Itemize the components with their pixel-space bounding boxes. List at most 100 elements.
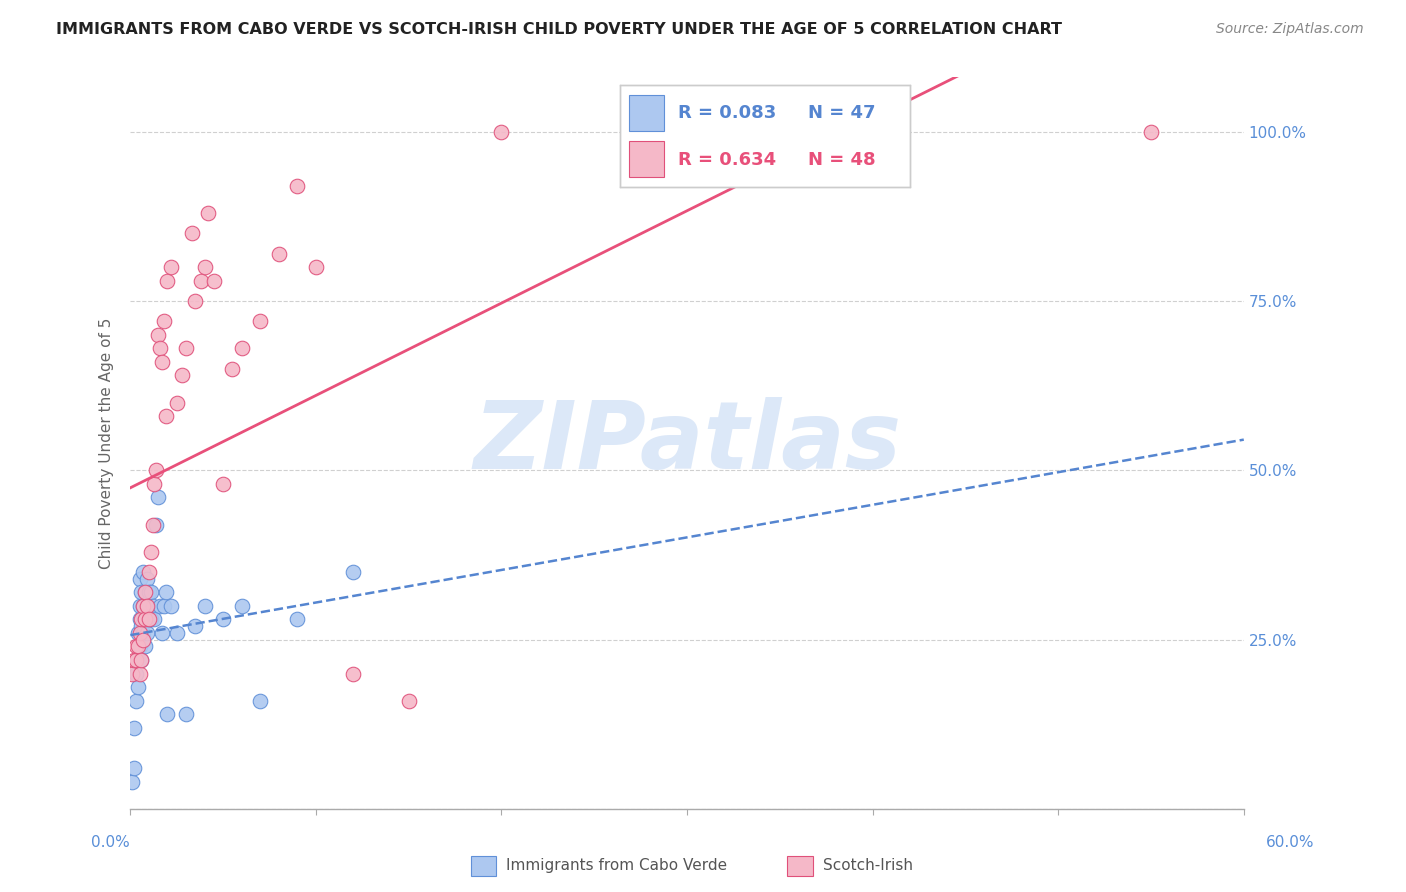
Point [132,599,155,613]
Point [132,565,155,579]
Point [131,585,153,599]
Point [134,640,156,654]
Point [149,599,172,613]
Text: Source: ZipAtlas.com: Source: ZipAtlas.com [1216,22,1364,37]
Point [180,226,202,240]
Point [122,721,145,735]
Point [121,775,143,789]
Point [134,585,156,599]
Point [125,640,148,654]
Point [128,640,150,654]
Point [174,342,197,356]
Point [125,653,148,667]
Text: Immigrants from Cabo Verde: Immigrants from Cabo Verde [506,858,727,872]
Point [156,274,179,288]
Point [152,599,174,613]
Point [143,476,166,491]
Point [136,572,159,586]
Point [138,565,160,579]
Point [150,355,173,369]
Point [132,599,155,613]
Point [132,626,155,640]
Point [676,125,699,139]
Point [305,260,328,274]
Point [160,599,183,613]
Point [285,612,308,626]
Point [193,260,215,274]
Point [128,626,150,640]
Point [142,517,165,532]
Point [128,572,150,586]
Point [155,409,177,424]
Point [139,544,162,558]
Point [190,274,212,288]
Point [128,612,150,626]
Point [136,599,159,613]
Point [128,599,150,613]
Point [152,314,174,328]
Point [128,666,150,681]
Point [202,274,225,288]
Point [197,206,219,220]
Text: IMMIGRANTS FROM CABO VERDE VS SCOTCH-IRISH CHILD POVERTY UNDER THE AGE OF 5 CORR: IMMIGRANTS FROM CABO VERDE VS SCOTCH-IRI… [56,22,1063,37]
Point [160,260,183,274]
Point [249,314,271,328]
Point [131,619,153,633]
Point [149,342,172,356]
Point [131,612,153,626]
Point [145,517,167,532]
Text: ZIPatlas: ZIPatlas [472,397,901,489]
Point [184,293,207,308]
Point [267,246,290,260]
Point [143,612,166,626]
Point [342,565,364,579]
Point [136,599,159,613]
Point [174,707,197,722]
Point [221,361,243,376]
Point [121,666,143,681]
Point [131,653,153,667]
Point [166,626,188,640]
Y-axis label: Child Poverty Under the Age of 5: Child Poverty Under the Age of 5 [100,318,114,569]
Point [136,626,159,640]
Point [231,599,253,613]
Point [138,612,160,626]
Text: 60.0%: 60.0% [1267,836,1315,850]
Point [134,585,156,599]
Point [1140,125,1163,139]
Point [127,653,149,667]
Point [134,612,156,626]
Point [127,680,149,694]
Point [122,761,145,775]
Point [142,599,165,613]
Point [166,395,188,409]
Point [156,707,179,722]
Point [231,342,253,356]
Text: Scotch-Irish: Scotch-Irish [823,858,912,872]
Point [491,125,513,139]
Point [193,599,215,613]
Point [127,640,149,654]
Point [125,693,148,707]
Text: 0.0%: 0.0% [91,836,131,850]
Point [146,491,169,505]
Point [150,626,173,640]
Point [398,693,420,707]
Point [134,612,156,626]
Point [212,476,235,491]
Point [138,612,160,626]
Point [145,463,167,477]
Point [122,653,145,667]
Point [249,693,271,707]
Point [285,178,308,193]
Point [212,612,235,626]
Point [125,666,148,681]
Point [127,626,149,640]
Point [131,653,153,667]
Point [139,585,162,599]
Point [342,666,364,681]
Point [146,327,169,342]
Point [139,612,162,626]
Point [132,632,155,647]
Point [184,619,207,633]
